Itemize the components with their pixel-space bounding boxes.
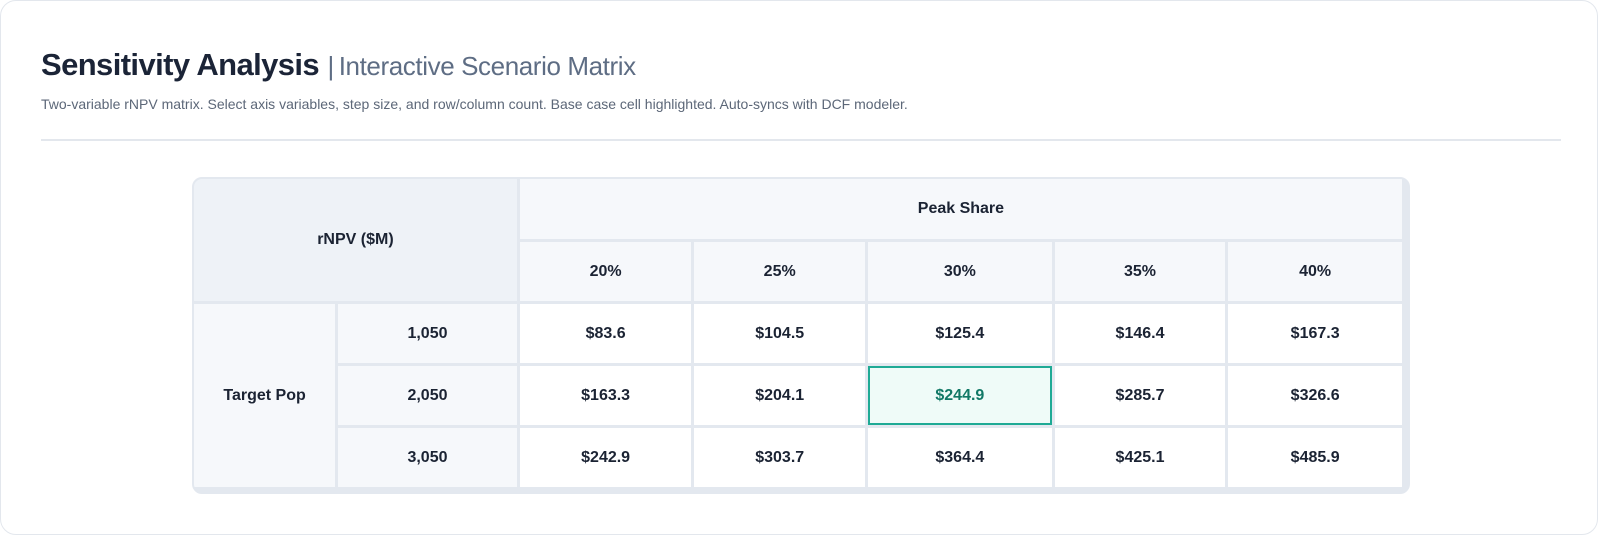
matrix-cell[interactable]: $285.7 (1054, 366, 1226, 425)
column-header: 25% (694, 242, 865, 301)
column-variable-label: Peak Share (519, 179, 1402, 239)
sensitivity-matrix: rNPV ($M) Peak Share 20% 25% 30% 35% 40%… (192, 177, 1410, 494)
matrix-cell[interactable]: $242.9 (519, 428, 692, 487)
matrix-cell[interactable]: $163.3 (519, 366, 692, 425)
title-separator: | (327, 51, 335, 81)
page-title: Sensitivity Analysis | Interactive Scena… (41, 47, 636, 83)
matrix-cell[interactable]: $83.6 (519, 304, 692, 363)
matrix-cell[interactable]: $425.1 (1054, 428, 1226, 487)
panel-description: Two-variable rNPV matrix. Select axis va… (41, 96, 908, 112)
matrix-cell[interactable]: $146.4 (1054, 304, 1226, 363)
matrix-cell[interactable]: $104.5 (694, 304, 865, 363)
header-divider (41, 139, 1561, 141)
matrix-cell[interactable]: $125.4 (867, 304, 1052, 363)
matrix-table: rNPV ($M) Peak Share 20% 25% 30% 35% 40%… (194, 179, 1405, 490)
title-main: Sensitivity Analysis (41, 47, 320, 82)
matrix-cell[interactable]: $485.9 (1228, 428, 1402, 487)
row-variable-label: Target Pop (194, 304, 336, 487)
column-header: 30% (867, 242, 1052, 301)
matrix-cell[interactable]: $167.3 (1228, 304, 1402, 363)
base-case-cell[interactable]: $244.9 (867, 366, 1052, 425)
matrix-corner-label: rNPV ($M) (194, 179, 517, 301)
title-subtitle: Interactive Scenario Matrix (338, 51, 636, 81)
row-header: 2,050 (338, 366, 517, 425)
row-header: 3,050 (338, 428, 517, 487)
column-header: 35% (1054, 242, 1226, 301)
row-header: 1,050 (338, 304, 517, 363)
matrix-cell[interactable]: $204.1 (694, 366, 865, 425)
column-header: 20% (519, 242, 692, 301)
matrix-cell[interactable]: $303.7 (694, 428, 865, 487)
matrix-cell[interactable]: $326.6 (1228, 366, 1402, 425)
matrix-cell[interactable]: $364.4 (867, 428, 1052, 487)
column-header: 40% (1228, 242, 1402, 301)
